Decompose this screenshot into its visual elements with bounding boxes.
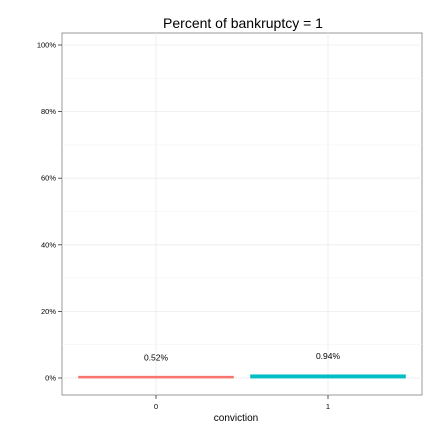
chart-title: Percent of bankruptcy = 1 [163,15,323,31]
y-tick-label: 80% [41,107,56,116]
x-axis-title: conviction [214,413,258,424]
y-axis: 0% 20% 40% 60% 80% 100% [37,41,62,383]
data-label-1: 0.94% [316,351,341,361]
plot-panel [62,33,422,395]
x-tick-label: 0 [154,402,158,411]
y-tick-label: 100% [37,41,57,50]
bar-1 [251,375,406,378]
y-tick-label: 20% [41,307,56,316]
data-label-0: 0.52% [144,352,169,362]
y-tick-label: 60% [41,174,56,183]
bar-0 [79,376,234,378]
y-tick-label: 0% [45,374,56,383]
y-tick-label: 40% [41,240,56,249]
x-tick-label: 1 [326,402,330,411]
